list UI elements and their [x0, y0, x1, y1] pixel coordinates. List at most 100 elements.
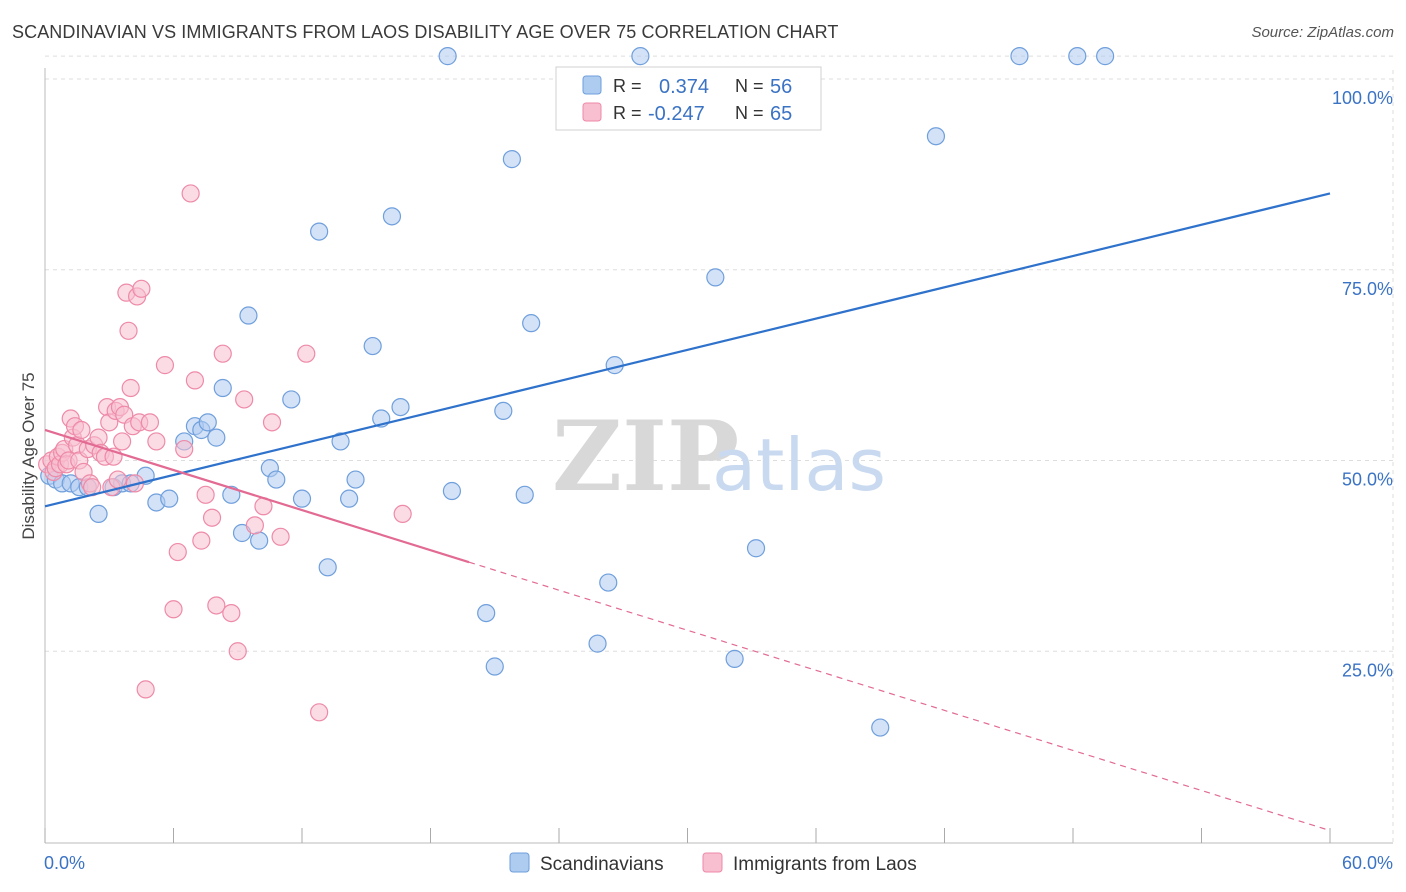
scandinavian-point [1096, 47, 1115, 66]
laos-point [72, 420, 91, 440]
legend-n-label-2: N = [735, 103, 764, 123]
scandinavian-point [282, 390, 301, 409]
scandinavian-point [442, 481, 462, 501]
laos-point [181, 184, 200, 203]
scandinavian-point [485, 657, 504, 676]
laos-trend-line-solid [44, 428, 470, 564]
laos-point [89, 428, 108, 447]
legend-swatch-pink [582, 102, 602, 122]
scandinavian-point [160, 489, 179, 508]
scandinavian-point [522, 314, 541, 333]
scandinavian-point [746, 539, 766, 558]
laos-point [297, 344, 316, 363]
scandinavian-point [346, 470, 365, 489]
legend-r-label-1: R = [613, 76, 642, 96]
chart-title: SCANDINAVIAN VS IMMIGRANTS FROM LAOS DIS… [12, 22, 839, 42]
data-points [38, 47, 1115, 737]
laos-point [207, 596, 226, 615]
scandinavian-point [222, 485, 241, 504]
scandinavian-point [515, 485, 534, 504]
scandinavian-point [1010, 47, 1029, 66]
laos-point [155, 356, 175, 375]
scandinavian-point [213, 378, 232, 398]
legend-n-value-2: 65 [770, 103, 792, 125]
laos-point [222, 603, 241, 623]
scandinavian-point [706, 268, 725, 287]
laos-point [164, 600, 183, 619]
scandinavian-point [477, 603, 496, 623]
series-legend: Scandinavians Immigrants from Laos [509, 852, 917, 875]
scandinavian-point [267, 470, 286, 489]
laos-point [235, 390, 254, 409]
scandinavian-point [318, 558, 337, 577]
scandinavian-point [871, 718, 890, 737]
scandinavian-point [502, 150, 521, 169]
legend-swatch-blue [582, 75, 602, 95]
bottom-legend-swatch-scandinavians [509, 852, 530, 873]
laos-point [108, 470, 127, 489]
y-tick-label: 100.0% [1332, 88, 1393, 108]
trend-lines [44, 192, 1331, 832]
source-credit: Source: ZipAtlas.com [1251, 24, 1394, 41]
watermark-zip: ZIP [552, 400, 739, 513]
scandinavian-point [631, 47, 650, 66]
laos-point [228, 642, 247, 661]
scandinavian-point [198, 413, 217, 432]
legend-n-value-1: 56 [770, 76, 792, 98]
bottom-legend-label-laos: Immigrants from Laos [733, 854, 917, 875]
watermark: ZIP atlas [552, 400, 886, 513]
laos-point [136, 680, 155, 699]
laos-point [147, 432, 166, 451]
scandinavian-point [1068, 47, 1087, 66]
laos-point [132, 279, 151, 298]
legend-n-label-1: N = [735, 76, 764, 96]
scandinavian-point [292, 489, 312, 508]
laos-point [140, 413, 160, 432]
y-tick-label: 25.0% [1342, 660, 1393, 680]
scandinavian-point [725, 649, 744, 668]
y-tick-label: 50.0% [1342, 470, 1393, 490]
scandinavian-point [926, 127, 946, 146]
laos-point [192, 531, 211, 550]
scandinavian-point [207, 428, 226, 447]
scandinavian-point [250, 531, 269, 550]
bottom-legend-label-scandinavians: Scandinavians [540, 854, 664, 875]
laos-trend-line-dashed [468, 561, 1331, 832]
scandinavian-trend-line [44, 192, 1331, 508]
laos-point [393, 504, 412, 524]
laos-point [202, 508, 222, 527]
scandinavian-point [331, 432, 350, 451]
laos-point [121, 378, 140, 398]
correlation-legend: R = 0.374 N = 56 R = -0.247 N = 65 [555, 66, 822, 131]
laos-point [196, 485, 215, 504]
watermark-atlas: atlas [712, 423, 886, 507]
laos-point [271, 527, 290, 546]
x-tick-label-max: 60.0% [1342, 853, 1393, 873]
bottom-legend-swatch-laos [702, 852, 723, 873]
laos-point [168, 542, 187, 562]
scandinavian-point [494, 401, 513, 421]
scandinavian-point [340, 489, 359, 508]
laos-point [112, 432, 132, 451]
scandinavian-point [438, 47, 457, 66]
scandinavian-point [89, 504, 108, 524]
scandinavian-point [391, 397, 410, 417]
laos-point [185, 371, 205, 390]
legend-r-value-1: 0.374 [659, 76, 709, 98]
scandinavian-point [588, 634, 607, 653]
laos-point [310, 703, 329, 722]
scandinavian-point [382, 207, 402, 226]
scandinavian-point [363, 336, 382, 356]
legend-r-label-2: R = [613, 103, 642, 123]
scandinavian-point [239, 306, 258, 325]
laos-point [175, 439, 194, 459]
scandinavian-point [599, 573, 618, 592]
laos-point [262, 413, 282, 432]
y-tick-label: 75.0% [1342, 279, 1393, 299]
scandinavian-point [310, 222, 329, 241]
laos-point [245, 516, 264, 535]
laos-point [213, 344, 232, 363]
laos-point [119, 321, 138, 340]
x-tick-label-min: 0.0% [44, 853, 85, 873]
